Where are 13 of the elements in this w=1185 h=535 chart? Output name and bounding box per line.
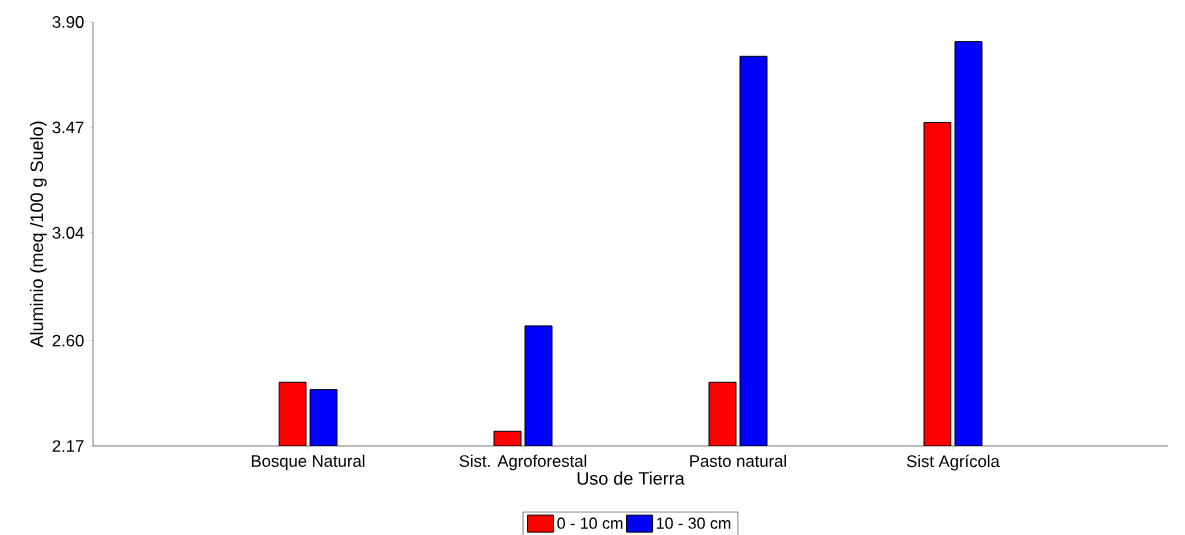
- x-tick-label: Sist. Agroforestal: [459, 454, 587, 471]
- y-tick-label: 3.90: [52, 16, 84, 28]
- y-tick-label: 2.60: [52, 334, 84, 347]
- y-tick-label: 3.04: [52, 226, 84, 239]
- x-tick-label: Pasto natural: [690, 454, 786, 467]
- y-tick-label: 3.47: [52, 121, 84, 134]
- x-tick-label: Sist Agrícola: [906, 454, 1000, 471]
- x-tick-label: Bosque Natural: [251, 454, 365, 471]
- legend-label: 10 - 30 cm: [656, 517, 731, 529]
- legend-label: 0 - 10 cm: [557, 517, 623, 529]
- x-axis-title: Uso de Tierra: [577, 471, 685, 485]
- y-tick-label: 2.17: [52, 440, 84, 452]
- y-axis-title: Aluminio (meq /100 g Suelo): [29, 121, 47, 348]
